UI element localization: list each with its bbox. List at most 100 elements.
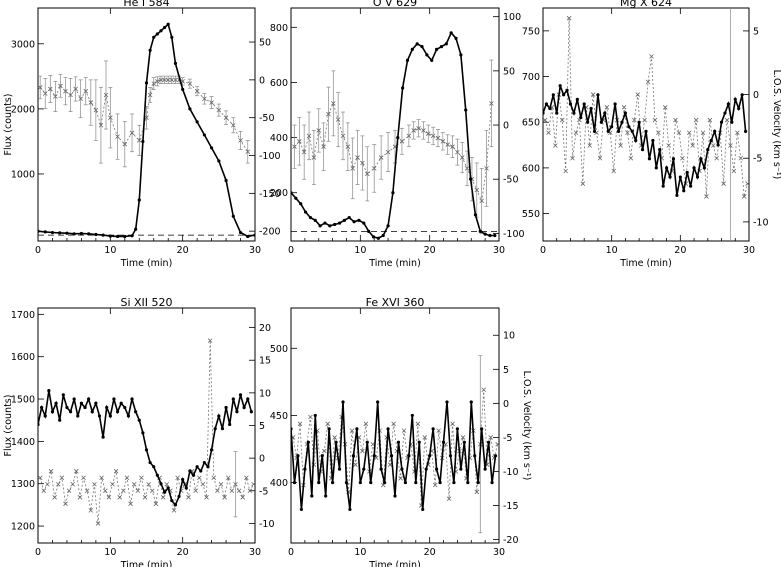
velocity-point [495, 441, 499, 447]
velocity-point [171, 508, 177, 513]
flux-point [665, 166, 669, 170]
flux-point [616, 129, 621, 133]
flux-point [565, 88, 569, 92]
flux-point [647, 157, 652, 161]
flux-point [347, 215, 351, 220]
flux-point [159, 29, 163, 33]
y2-tick-label: 0 [503, 399, 509, 410]
velocity-point [580, 181, 586, 186]
velocity-point [211, 475, 217, 481]
y2-tick-label: -10 [259, 519, 275, 530]
flux-point [462, 440, 466, 444]
velocity-point [345, 144, 351, 149]
flux-point [334, 440, 338, 444]
flux-point [733, 97, 737, 101]
flux-point [483, 467, 487, 471]
y2-tick-label: 5 [259, 421, 265, 432]
y2-tick-label: -50 [259, 113, 275, 124]
flux-point [699, 157, 703, 161]
flux-point [383, 480, 387, 485]
y2-tick-label: -5 [503, 433, 512, 444]
flux-point [726, 102, 731, 106]
velocity-series-line [39, 340, 254, 524]
x-tick-label: 30 [493, 245, 505, 256]
flux-point [137, 418, 141, 422]
velocity-point [209, 100, 214, 105]
flux-point [730, 120, 734, 124]
y-tick-label: 700 [522, 72, 540, 83]
y2-tick-label: -50 [503, 175, 519, 186]
flux-point [400, 467, 404, 471]
flux-point [706, 148, 710, 152]
velocity-point [55, 481, 61, 487]
velocity-point [93, 107, 99, 113]
y-tick-label: 400 [270, 133, 288, 144]
y-tick-label: 1500 [11, 395, 35, 406]
flux-point [572, 111, 576, 115]
flux-point [654, 166, 658, 170]
flux-point [599, 120, 603, 124]
velocity-point [460, 435, 466, 440]
flux-point [473, 454, 477, 458]
panel-5: Fe XVI 360 0 10 20 30 400 450 500 -20 -15 -10 -5 0 5 1… [270, 296, 532, 567]
flux-point [105, 405, 109, 410]
velocity-point [162, 77, 167, 83]
y2-tick-label: 0 [259, 75, 265, 86]
velocity-point [316, 128, 322, 133]
plot-area [38, 22, 255, 239]
flux-point [253, 233, 255, 237]
flux-point [224, 405, 228, 410]
flux-point [308, 215, 313, 220]
flux-point [72, 397, 76, 401]
flux-point [306, 440, 310, 444]
velocity-point [406, 133, 412, 139]
flux-point [713, 129, 717, 133]
flux-point [159, 482, 163, 486]
velocity-point [693, 117, 699, 123]
velocity-point [411, 128, 417, 133]
x-tick-label: 10 [354, 245, 366, 256]
y-axis-title: Flux (counts) [3, 395, 14, 457]
velocity-point [445, 142, 450, 147]
velocity-series-line [39, 79, 249, 152]
flux-point [551, 93, 555, 97]
y-tick-label: 650 [522, 118, 540, 129]
velocity-point [628, 155, 634, 161]
velocity-point [245, 149, 251, 155]
flux-point [242, 405, 246, 410]
flux-point [337, 221, 342, 225]
flux-point [719, 120, 724, 124]
velocity-point [63, 501, 68, 507]
flux-point [476, 480, 480, 485]
flux-point [689, 184, 693, 188]
velocity-point [563, 168, 568, 174]
velocity-series-line [544, 18, 748, 197]
velocity-point [194, 88, 200, 94]
flux-point [579, 116, 583, 120]
velocity-point [611, 168, 617, 174]
velocity-point [724, 117, 730, 123]
velocity-point [108, 115, 113, 120]
flux-point [115, 234, 120, 239]
flux-point [610, 125, 614, 129]
flux-point [435, 47, 439, 51]
flux-point [488, 233, 492, 238]
velocity-point [645, 79, 651, 85]
flux-point [678, 175, 682, 179]
x-axis-title: Time (min) [619, 258, 672, 269]
velocity-point [128, 501, 133, 507]
velocity-point [207, 338, 213, 343]
flux-point [435, 467, 439, 471]
x-axis-title: Time (min) [368, 258, 421, 269]
flux-point [291, 427, 293, 431]
velocity-point [415, 421, 421, 427]
velocity-point [98, 122, 104, 128]
flux-point [468, 177, 473, 181]
flux-point [473, 213, 478, 217]
y-tick-label: 450 [270, 411, 288, 422]
x-tick-label: 20 [674, 245, 686, 256]
flux-series-line [291, 31, 495, 240]
velocity-point [122, 141, 128, 147]
y-tick-label: 200 [270, 188, 288, 199]
velocity-point [440, 139, 446, 144]
